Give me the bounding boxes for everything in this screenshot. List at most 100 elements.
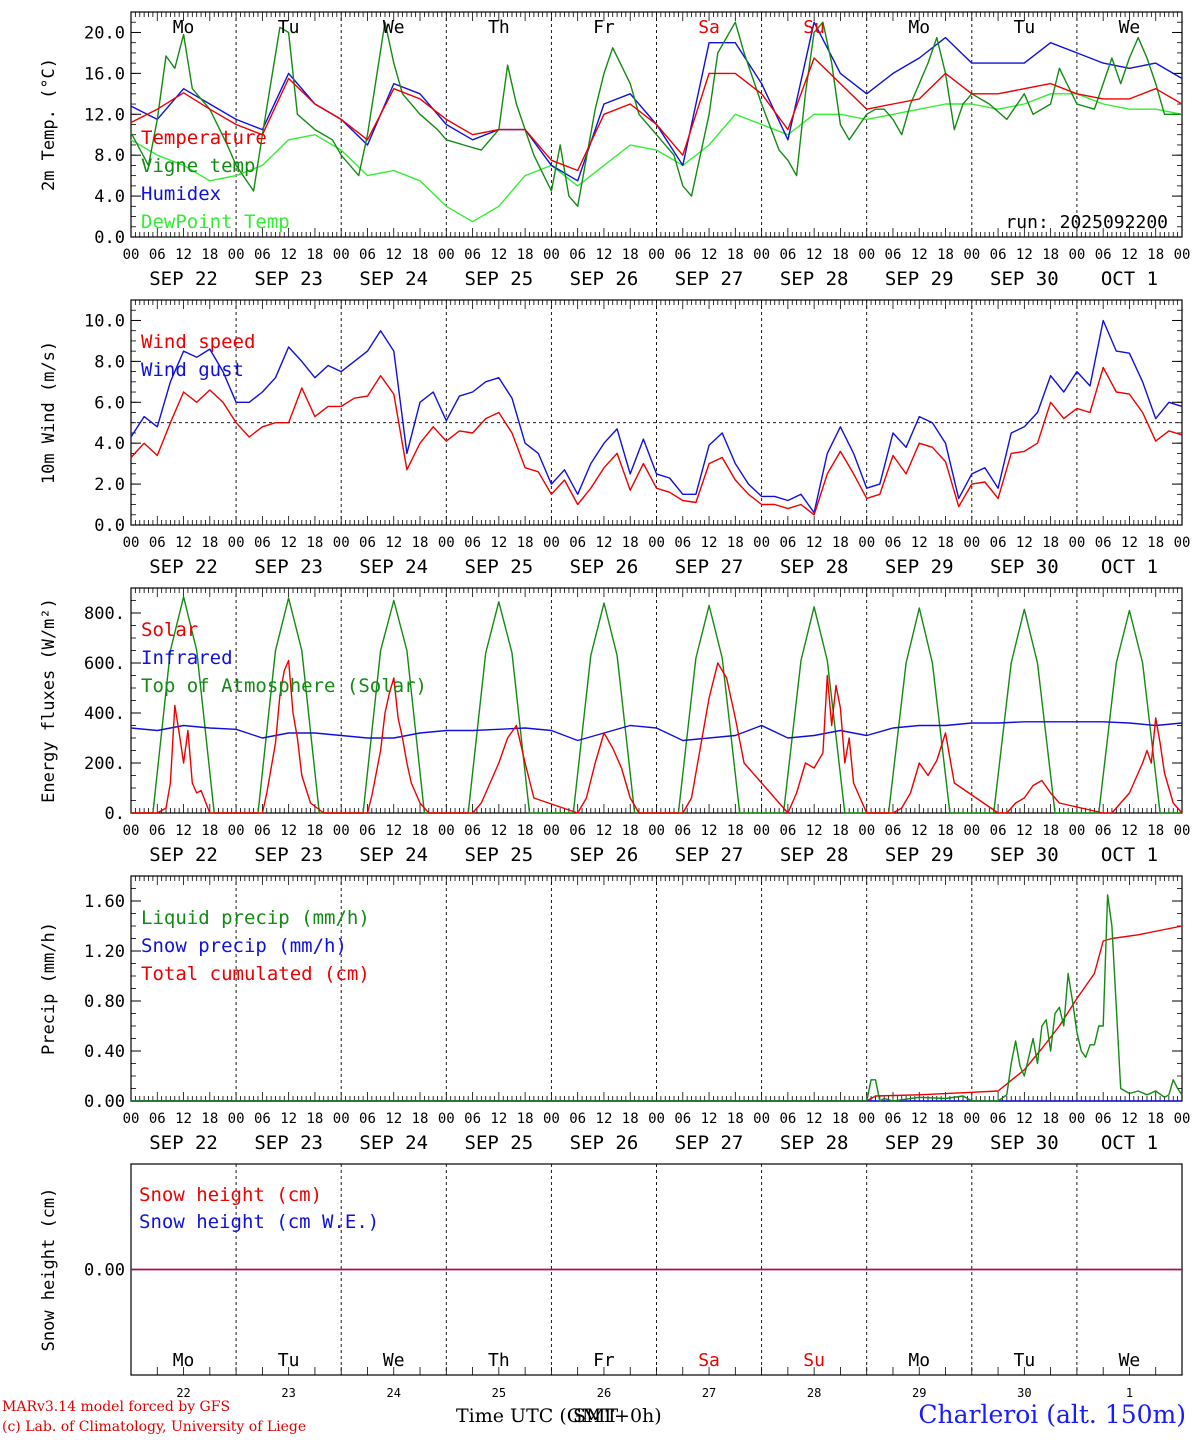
- legend-entry: Solar: [141, 619, 198, 641]
- x-tick-label: 00: [333, 823, 350, 839]
- x-tick-label: 12: [911, 535, 928, 551]
- x-tick-label: 18: [727, 823, 744, 839]
- x-date-label: SEP 28: [780, 556, 849, 578]
- x-date-label: SEP 24: [359, 268, 428, 290]
- x-tick-label: 06: [464, 535, 481, 551]
- y-tick-label: 12.0: [84, 105, 125, 125]
- footer-lab: (c) Lab. of Climatology, University of L…: [2, 1419, 307, 1435]
- weekday-label: Fr: [593, 1350, 615, 1371]
- weekday-label: Mo: [908, 17, 930, 38]
- x-tick-label: 06: [990, 823, 1007, 839]
- legend-entry: Snow precip (mm/h): [141, 935, 347, 957]
- y-tick-label: 0.0: [94, 228, 125, 248]
- x-tick-label: 12: [490, 535, 507, 551]
- x-date-label: SEP 26: [570, 844, 639, 866]
- run-label: run: 2025092200: [1005, 212, 1168, 233]
- weekday-label: Tu: [278, 17, 300, 38]
- x-tick-label: 18: [517, 535, 534, 551]
- series-line: [130, 319, 1183, 514]
- x-tick-label: 18: [201, 535, 218, 551]
- x-tick-label: 18: [1147, 247, 1164, 263]
- x-tick-label: 00: [543, 823, 560, 839]
- weekday-label: Sa: [698, 1350, 720, 1371]
- x-tick-label: 00: [1174, 535, 1191, 551]
- x-tick-label: 18: [832, 823, 849, 839]
- x-tick-label: 18: [832, 535, 849, 551]
- x-tick-label: 06: [569, 535, 586, 551]
- weekday-label: Tu: [278, 1350, 300, 1371]
- weekday-label: Tu: [1014, 1350, 1036, 1371]
- x-date-label: SEP 28: [780, 844, 849, 866]
- x-tick-label: 12: [385, 247, 402, 263]
- y-tick-label: 200.: [84, 754, 125, 774]
- x-date-label: SEP 23: [254, 1132, 323, 1154]
- panel-frame-3: [130, 587, 1183, 814]
- x-date-label: SEP 23: [254, 556, 323, 578]
- x-tick-label: 12: [385, 535, 402, 551]
- y-tick-label: 4.0: [94, 187, 125, 207]
- x-tick-label: 12: [175, 1111, 192, 1127]
- x-tick-label: 12: [596, 823, 613, 839]
- weekday-label: We: [383, 1350, 405, 1371]
- x-date-label: SEP 30: [990, 1132, 1059, 1154]
- day-number-label: 24: [387, 1386, 401, 1400]
- y-tick-label: 0.00: [84, 1261, 125, 1281]
- x-tick-label: 18: [832, 1111, 849, 1127]
- x-date-label: SEP 28: [780, 268, 849, 290]
- x-date-label: SEP 22: [149, 556, 218, 578]
- x-tick-label: 18: [832, 247, 849, 263]
- x-tick-label: 12: [490, 247, 507, 263]
- x-date-label: SEP 29: [885, 1132, 954, 1154]
- x-tick-label: 18: [937, 247, 954, 263]
- x-tick-label: 00: [123, 1111, 140, 1127]
- x-date-label: SEP 22: [149, 844, 218, 866]
- x-tick-label: 12: [280, 823, 297, 839]
- x-tick-label: 00: [963, 535, 980, 551]
- x-date-label: SEP 27: [675, 268, 744, 290]
- x-tick-label: 12: [490, 1111, 507, 1127]
- footer-model: MARv3.14 model forced by GFS: [2, 1399, 231, 1415]
- x-tick-label: 00: [123, 247, 140, 263]
- x-tick-label: 12: [701, 535, 718, 551]
- x-tick-label: 18: [201, 1111, 218, 1127]
- x-date-label: OCT 1: [1101, 1132, 1158, 1154]
- x-tick-label: 00: [1068, 1111, 1085, 1127]
- panel-frame-2: [130, 299, 1183, 526]
- x-tick-label: 18: [306, 823, 323, 839]
- x-date-label: SEP 26: [570, 268, 639, 290]
- x-tick-label: 12: [596, 535, 613, 551]
- weekday-label: Fr: [593, 17, 615, 38]
- x-tick-label: 18: [412, 823, 429, 839]
- x-tick-label: 12: [175, 535, 192, 551]
- x-date-label: SEP 26: [570, 1132, 639, 1154]
- x-tick-label: 18: [306, 535, 323, 551]
- x-tick-label: 06: [990, 247, 1007, 263]
- day-number-label: 25: [492, 1386, 506, 1400]
- y-axis-label: Precip (mm/h): [39, 922, 59, 1055]
- series-line: [131, 659, 1183, 814]
- y-tick-label: 0.0: [94, 516, 125, 536]
- x-date-label: SEP 24: [359, 556, 428, 578]
- x-tick-label: 06: [254, 247, 271, 263]
- x-tick-label: 18: [412, 535, 429, 551]
- y-tick-label: 8.0: [94, 146, 125, 166]
- x-tick-label: 00: [648, 535, 665, 551]
- y-tick-label: 0.00: [84, 1092, 125, 1112]
- x-tick-label: 00: [543, 247, 560, 263]
- x-tick-label: 06: [674, 535, 691, 551]
- x-tick-label: 12: [911, 247, 928, 263]
- weekday-label: Su: [803, 17, 825, 38]
- x-tick-label: 00: [1068, 535, 1085, 551]
- legend-entry: Top of Atmosphere (Solar): [141, 675, 427, 697]
- y-axis-label: Energy fluxes (W/m²): [39, 598, 59, 803]
- x-tick-label: 06: [254, 535, 271, 551]
- x-tick-label: 12: [280, 535, 297, 551]
- x-tick-label: 12: [911, 1111, 928, 1127]
- x-tick-label: 18: [937, 1111, 954, 1127]
- day-number-label: 27: [702, 1386, 716, 1400]
- x-tick-label: 12: [1016, 247, 1033, 263]
- x-tick-label: 12: [1016, 1111, 1033, 1127]
- series-line: [130, 93, 1183, 223]
- x-tick-label: 12: [806, 1111, 823, 1127]
